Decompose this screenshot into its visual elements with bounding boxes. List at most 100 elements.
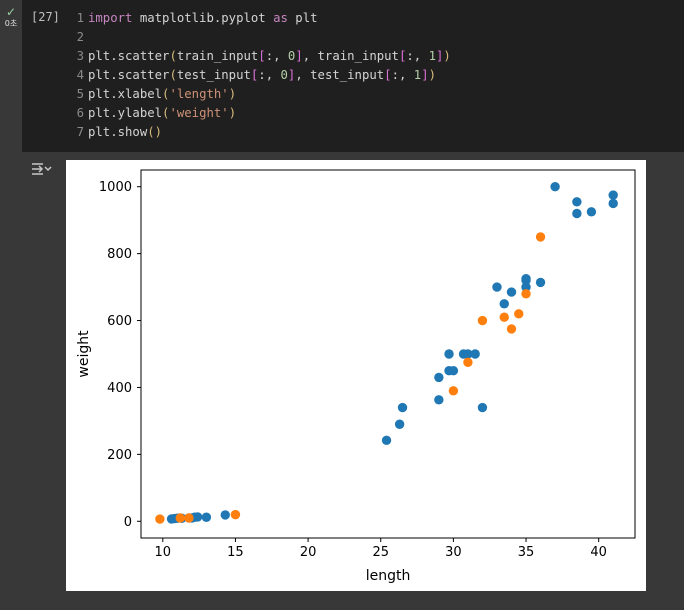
y-tick-label: 600 — [107, 314, 132, 329]
data-point-series-1 — [434, 372, 444, 383]
line-number: 6 — [76, 106, 84, 120]
run-status[interactable]: ✓ 0초 — [2, 6, 20, 28]
code-token: ] — [421, 68, 429, 82]
data-point-series-1 — [572, 208, 582, 219]
code-token: :, — [406, 49, 429, 63]
plot-figure: 10 15 20 25 30 35 40 0 200 400 600 800 1000 length w… — [66, 160, 646, 591]
code-token: plt.scatter — [88, 68, 170, 82]
code-line[interactable]: 5 plt.xlabel('length') — [64, 85, 451, 104]
data-point-series-1 — [448, 366, 459, 376]
data-point-series-2 — [155, 514, 165, 524]
code-token: plt — [287, 11, 318, 25]
x-axis-label: length — [366, 568, 411, 584]
code-token: 'weight' — [169, 106, 229, 120]
code-token: ] — [287, 68, 296, 82]
code-token: , test_input — [295, 68, 385, 82]
data-point-series-1 — [492, 282, 502, 292]
y-tick-label: 800 — [107, 247, 132, 262]
data-point-series-1 — [192, 512, 203, 522]
code-line[interactable]: 3 plt.scatter(train_input[:, 0], train_in… — [64, 47, 451, 66]
data-point-series-2 — [448, 386, 459, 396]
code-token: plt.ylabel — [88, 106, 163, 120]
code-token: ) — [443, 49, 451, 63]
code-token: , train_input — [302, 49, 399, 63]
x-tick-label: 15 — [227, 545, 244, 560]
data-point-series-2 — [477, 315, 488, 326]
code-token: as — [273, 11, 288, 25]
x-tick-label: 10 — [155, 545, 172, 560]
code-line[interactable]: 1 import matplotlib.pyplot as plt — [64, 9, 451, 28]
data-point-series-1 — [434, 395, 444, 405]
code-token: 1 — [413, 68, 422, 82]
code-token: 0 — [280, 68, 288, 82]
code-token: plt.xlabel — [88, 87, 163, 101]
data-point-series-2 — [463, 357, 473, 368]
code-token: ) — [428, 68, 437, 82]
line-number: 7 — [76, 125, 84, 139]
code-cell[interactable]: [27] 1 import matplotlib.pyplot as plt 2 3… — [22, 0, 684, 152]
run-time: 0초 — [4, 19, 18, 28]
code-token: [ — [250, 68, 259, 82]
code-token: ] — [295, 49, 303, 63]
x-tick-label: 30 — [445, 545, 462, 560]
code-token: ( — [162, 106, 170, 120]
line-number: 5 — [76, 87, 84, 101]
data-point-series-1 — [608, 198, 618, 209]
code-token: :, — [265, 49, 288, 63]
y-tick-label: 200 — [107, 448, 132, 463]
y-tick-label: 1000 — [99, 180, 132, 195]
code-line[interactable]: 7 plt.show() — [64, 123, 451, 142]
code-token: ) — [228, 87, 237, 101]
code-token: :, — [258, 68, 281, 82]
code-line[interactable]: 6 plt.ylabel('weight') — [64, 104, 451, 123]
data-point-series-1 — [535, 277, 546, 288]
y-tick-label: 0 — [124, 515, 132, 530]
data-point-series-1 — [521, 275, 531, 286]
data-point-series-1 — [220, 510, 230, 520]
data-point-series-1 — [506, 287, 517, 297]
code-token: [ — [258, 49, 266, 63]
data-point-series-2 — [499, 312, 509, 322]
code-editor[interactable]: 1 import matplotlib.pyplot as plt 2 3 plt.s… — [64, 9, 451, 142]
code-token: ] — [436, 49, 444, 63]
code-line[interactable]: 4 plt.scatter(test_input[:, 0], test_inpu… — [64, 66, 451, 85]
plot-frame — [140, 169, 636, 539]
code-token: 'length' — [169, 87, 229, 101]
x-tick-label: 40 — [590, 545, 607, 560]
data-point-series-1 — [572, 197, 582, 207]
data-point-series-2 — [184, 513, 194, 523]
x-tick-label: 35 — [518, 545, 535, 560]
code-token: plt.show — [88, 125, 148, 139]
data-point-series-1 — [470, 349, 480, 359]
data-point-series-1 — [381, 435, 392, 446]
line-number: 4 — [76, 68, 84, 82]
execution-count: [27] — [31, 10, 60, 24]
data-point-series-2 — [535, 232, 546, 242]
output-toggle-icon[interactable] — [30, 159, 52, 179]
code-line[interactable]: 2 — [64, 28, 451, 47]
code-token: 0 — [287, 49, 296, 63]
data-point-series-1 — [499, 299, 509, 309]
data-point-series-1 — [586, 207, 597, 217]
line-number: 1 — [76, 11, 84, 25]
code-token: plt.scatter — [88, 49, 170, 63]
data-point-series-2 — [506, 324, 517, 334]
data-point-series-1 — [201, 512, 212, 522]
code-token: :, — [391, 68, 414, 82]
cell-gutter: ✓ 0초 — [0, 0, 22, 152]
data-point-series-2 — [175, 513, 185, 523]
code-token: ( — [162, 87, 170, 101]
data-point-series-1 — [394, 419, 405, 429]
check-icon: ✓ — [5, 5, 17, 19]
data-point-series-1 — [444, 349, 454, 359]
line-number: 3 — [76, 49, 84, 63]
x-tick-label: 20 — [300, 545, 317, 560]
code-token: train_input — [176, 49, 259, 63]
data-point-series-1 — [397, 402, 408, 413]
code-token: () — [147, 125, 163, 139]
y-axis-label: weight — [76, 330, 92, 378]
code-token: import — [88, 11, 133, 25]
data-point-series-1 — [608, 190, 618, 200]
data-point-series-1 — [477, 402, 488, 413]
